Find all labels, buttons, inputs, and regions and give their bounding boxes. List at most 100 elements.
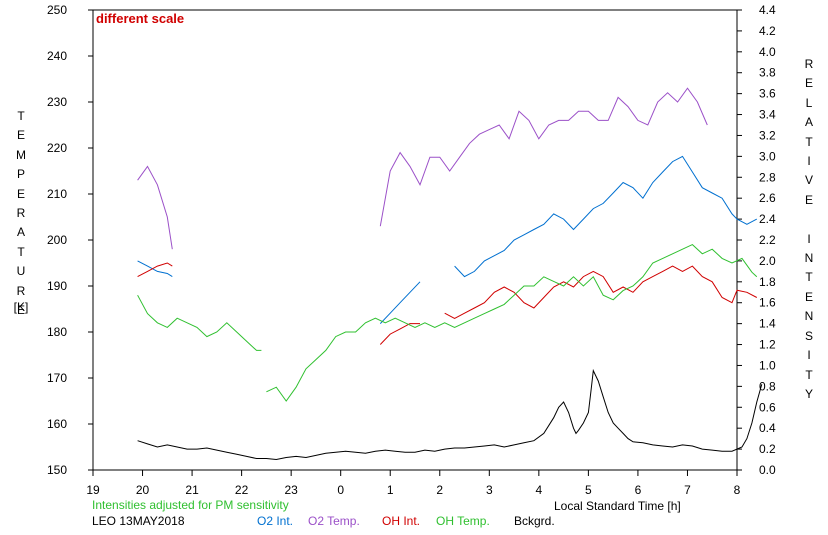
- right-tick-label: 0.8: [759, 379, 776, 393]
- series-line-oh-int: [137, 262, 173, 278]
- right-tick-label: 0.4: [759, 421, 776, 435]
- plot-frame: [92, 9, 738, 471]
- axis-label-letter: P: [16, 167, 25, 182]
- right-tick-label: 4.0: [759, 45, 776, 59]
- right-tick-label: 0.6: [759, 400, 776, 414]
- x-tick-label: 0: [337, 483, 344, 497]
- axis-label-letter: E: [16, 303, 25, 318]
- axis-label-letter: R: [16, 206, 26, 221]
- x-tick-label: 19: [86, 483, 100, 497]
- series-line-oh-int: [379, 323, 420, 345]
- axis-label-letter: T: [17, 244, 25, 259]
- legend-o2-temp: O2 Temp.: [308, 514, 360, 528]
- right-tick-label: 3.8: [759, 66, 776, 80]
- right-tick-label: 2.6: [759, 191, 776, 205]
- axis-label-letter: M: [16, 147, 26, 162]
- right-tick-label: 2.8: [759, 170, 776, 184]
- left-tick-label: 240: [47, 49, 67, 63]
- legend-oh-temp: OH Temp.: [436, 514, 490, 528]
- axis-label-letter: U: [16, 264, 26, 279]
- axis-label-letter: I: [807, 348, 811, 363]
- axis-label-letter: A: [804, 115, 813, 130]
- series-line-o2-int: [379, 281, 421, 324]
- series-line-oh-int: [444, 265, 758, 319]
- left-tick-label: 210: [47, 187, 67, 201]
- series-line-o2-temp: [137, 165, 173, 250]
- x-tick-label: 6: [635, 483, 642, 497]
- axis-label-letter: L: [805, 95, 813, 110]
- axis-label-letter: T: [805, 367, 813, 382]
- right-tick-label: 2.2: [759, 233, 776, 247]
- left-tick-label: 150: [47, 463, 67, 477]
- left-axis: 150 160 170 180 190 200 210 220 230 240 250: [47, 3, 93, 477]
- left-tick-label: 230: [47, 95, 67, 109]
- axis-label-letter: I: [807, 154, 811, 169]
- series-line-o2-temp: [379, 87, 708, 227]
- axis-label-letter: E: [804, 76, 813, 91]
- right-tick-label: 2.4: [759, 212, 776, 226]
- x-tick-label: 21: [185, 483, 199, 497]
- footnote: Intensities adjusted for PM sensitivity: [92, 498, 289, 512]
- left-tick-label: 160: [47, 417, 67, 431]
- axis-label-letter: N: [804, 309, 814, 324]
- right-tick-label: 3.0: [759, 149, 776, 163]
- axis-label-letter: R: [804, 57, 814, 71]
- legend-bckgrd: Bckgrd.: [514, 514, 555, 528]
- axis-label-letter: E: [16, 128, 25, 143]
- axis-label-letter: T: [17, 109, 25, 123]
- left-tick-label: 180: [47, 325, 67, 339]
- left-tick-label: 190: [47, 279, 67, 293]
- x-tick-label: 22: [235, 483, 249, 497]
- right-axis: 0.0 0.2 0.4 0.6 0.8 1.0 1.2 1.4 1.6 1.8 2.0 2.2 2.4 2…: [737, 3, 776, 477]
- right-tick-label: 1.8: [759, 275, 776, 289]
- right-tick-label: 1.4: [759, 317, 776, 331]
- series-line-oh-temp: [137, 294, 262, 351]
- axis-label-letter: E: [804, 289, 813, 304]
- x-tick-label: 23: [284, 483, 298, 497]
- series-line-o2-int: [137, 260, 173, 278]
- left-tick-label: 220: [47, 141, 67, 155]
- series-line-bckgrd: [137, 368, 763, 461]
- axis-label-letter: S: [804, 328, 813, 343]
- left-tick-label: 200: [47, 233, 67, 247]
- right-tick-label: 1.2: [759, 338, 776, 352]
- right-tick-label: 0.0: [759, 463, 776, 477]
- x-tick-label: 1: [387, 483, 394, 497]
- right-tick-label: 1.0: [759, 358, 776, 372]
- x-tick-label: 8: [734, 483, 741, 497]
- x-tick-label: 2: [436, 483, 443, 497]
- scale-note: different scale: [96, 11, 184, 26]
- axis-label-letter: E: [804, 192, 813, 207]
- axis-label-letter: Y: [804, 386, 813, 401]
- x-axis-label: Local Standard Time [h]: [554, 499, 681, 513]
- axis-label-letter: [799, 210, 819, 229]
- series-layer: [137, 87, 763, 461]
- left-tick-label: 250: [47, 3, 67, 17]
- x-tick-label: 7: [684, 483, 691, 497]
- station-label: LEO 13MAY2018: [92, 514, 185, 528]
- series-line-o2-int: [454, 155, 758, 278]
- right-tick-label: 3.2: [759, 128, 776, 142]
- right-tick-label: 0.2: [759, 442, 776, 456]
- axis-label-letter: V: [804, 173, 813, 188]
- x-axis: 19 20 21 22 23 0 1 2 3 4 5 6 7 8: [86, 470, 741, 497]
- right-tick-label: 4.2: [759, 24, 776, 38]
- axis-label-letter: E: [16, 186, 25, 201]
- legend-oh-int: OH Int.: [382, 514, 421, 528]
- left-axis-unit: [K]: [13, 300, 29, 314]
- axis-label-letter: I: [807, 231, 811, 246]
- x-tick-label: 20: [136, 483, 150, 497]
- right-tick-label: 1.6: [759, 296, 776, 310]
- left-tick-label: 170: [47, 371, 67, 385]
- right-tick-label: 2.0: [759, 254, 776, 268]
- right-tick-label: 3.4: [759, 108, 776, 122]
- right-tick-label: 3.6: [759, 87, 776, 101]
- x-tick-label: 3: [486, 483, 493, 497]
- axis-label-letter: A: [16, 225, 25, 240]
- right-tick-label: 4.4: [759, 3, 776, 17]
- axis-label-letter: N: [804, 251, 814, 266]
